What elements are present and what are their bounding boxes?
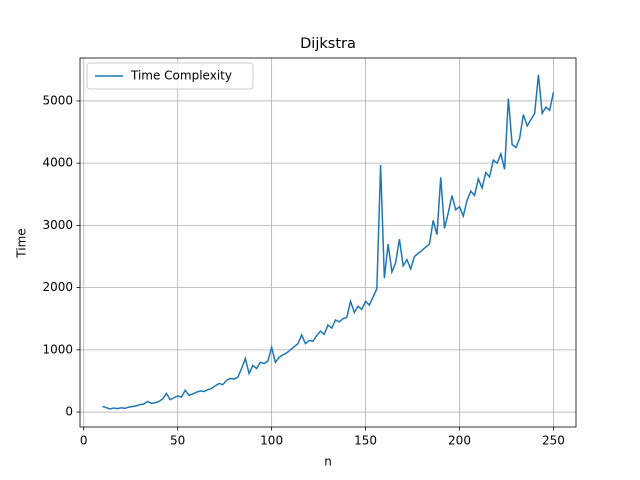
chart-title: Dijkstra [300, 36, 356, 52]
y-tick-label: 5000 [42, 93, 73, 107]
x-tick-label: 0 [80, 434, 88, 448]
x-tick-label: 200 [448, 434, 471, 448]
legend-box [86, 62, 254, 90]
y-tick-label: 0 [65, 405, 73, 419]
data-line [102, 74, 555, 410]
y-tick-label: 1000 [42, 342, 73, 356]
x-tick-label: 100 [260, 434, 283, 448]
y-tick-label: 4000 [42, 156, 73, 170]
x-tick-label: 250 [542, 434, 565, 448]
x-tick-label: 50 [170, 434, 185, 448]
y-tick-label: 3000 [42, 218, 73, 232]
y-tick-label: 2000 [42, 280, 73, 294]
y-axis-label: Time [15, 228, 29, 258]
legend-label: Time Complexity [130, 69, 232, 83]
plot-frame [79, 57, 577, 428]
x-axis-label: n [324, 455, 332, 469]
x-tick-label: 150 [354, 434, 377, 448]
